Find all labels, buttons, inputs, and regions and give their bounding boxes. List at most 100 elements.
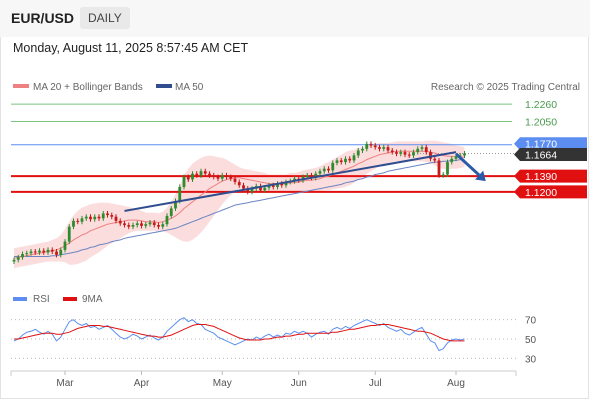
candle-body — [46, 249, 50, 253]
forecast-arrow-head — [475, 170, 486, 182]
level-label: 1.1390 — [525, 171, 557, 183]
period-badge[interactable]: DAILY — [80, 7, 130, 29]
candle-body — [314, 173, 318, 178]
candle-body — [344, 158, 347, 163]
candle-body — [386, 147, 390, 151]
candle-body — [233, 178, 237, 182]
candle-body — [250, 188, 254, 192]
candle-body — [165, 215, 169, 225]
candle-body — [246, 188, 250, 192]
candle-body — [84, 216, 88, 219]
candle-body — [174, 201, 177, 209]
time-tick-label: May — [213, 378, 232, 389]
candle-body — [106, 213, 109, 216]
candle-body — [395, 152, 398, 154]
candle-body — [263, 187, 267, 191]
candle-body — [59, 249, 63, 255]
candle-body — [259, 186, 262, 191]
candle-body — [203, 171, 207, 174]
candle-body — [365, 143, 369, 149]
candle-body — [276, 183, 279, 187]
candle-body — [433, 158, 437, 161]
level-tag — [514, 137, 587, 151]
rsi-line — [13, 317, 465, 352]
ma50-line — [14, 159, 465, 257]
rsi-tick-label: 70 — [525, 316, 537, 327]
instrument-title: EUR/USD — [11, 10, 75, 26]
candle-body — [284, 181, 288, 186]
candle-body — [123, 223, 126, 226]
candle-body — [80, 218, 84, 222]
candle-body — [229, 176, 233, 179]
candle-body — [361, 148, 364, 151]
level-label: 1.1664 — [525, 149, 557, 161]
candle-body — [33, 251, 37, 253]
candle-body — [271, 185, 275, 187]
time-tick-label: Apr — [134, 378, 150, 389]
level-label: 1.1770 — [525, 139, 557, 151]
candle-body — [157, 225, 160, 227]
candle-body — [335, 160, 339, 163]
candle-body — [191, 173, 194, 180]
level-tag — [514, 147, 587, 161]
candle-body — [310, 175, 313, 178]
ma20-legend-label: MA 20 + Bollinger Bands — [33, 82, 143, 93]
candle-body — [348, 158, 352, 161]
candle-body — [97, 216, 101, 219]
candle-body — [369, 143, 373, 146]
time-tick-label: Mar — [56, 378, 74, 389]
candle-body — [63, 241, 67, 250]
rsi-legend-label: RSI — [33, 294, 50, 305]
bollinger-band — [14, 140, 465, 269]
timestamp: Monday, August 11, 2025 8:57:45 AM CET — [13, 41, 249, 55]
header-bar: EUR/USD DAILY — [0, 0, 590, 37]
candle-body — [407, 154, 411, 156]
candle-body — [140, 223, 143, 226]
rsi-tick-label: 50 — [525, 335, 537, 346]
level-label: 1.2050 — [525, 117, 557, 129]
candle-body — [280, 183, 284, 186]
candle-body — [195, 173, 199, 176]
candle-body — [331, 162, 335, 171]
candle-body — [352, 155, 356, 161]
candle-body — [454, 156, 458, 159]
candle-body — [450, 158, 454, 163]
level-tag — [514, 169, 587, 183]
candle-body — [441, 174, 445, 176]
candle-body — [424, 147, 428, 153]
candle-body — [339, 160, 343, 163]
candle-body — [114, 216, 118, 221]
level-label: 1.1200 — [525, 187, 557, 199]
candle-body — [101, 213, 105, 219]
time-tick-label: Jun — [291, 378, 307, 389]
rsi-panel: 70 50 30 — [11, 316, 537, 365]
candle-body — [216, 176, 220, 179]
candle-body — [76, 220, 80, 222]
candle-body — [437, 160, 441, 176]
candle-body — [237, 181, 241, 186]
candle-body — [169, 208, 173, 216]
candle-body — [55, 251, 58, 255]
candle-body — [12, 259, 16, 262]
candle-body — [318, 171, 322, 174]
candle-body — [135, 223, 139, 226]
candle-body — [182, 176, 186, 187]
time-axis: Mar Apr May Jun Jul Aug — [10, 370, 517, 389]
candle-body — [42, 250, 46, 253]
ma50-legend-label: MA 50 — [175, 82, 204, 93]
level-label: 1.2260 — [525, 99, 557, 111]
candle-body — [186, 176, 190, 180]
candle-body — [148, 222, 152, 225]
level-tag — [514, 185, 587, 199]
candle-body — [131, 225, 135, 227]
candle-body — [93, 216, 97, 220]
candle-body — [225, 175, 228, 177]
ma50-legend-swatch — [156, 84, 172, 88]
price-plot-area — [11, 103, 516, 269]
candle-body — [72, 220, 75, 227]
candle-body — [382, 147, 386, 149]
candle-body — [267, 185, 271, 188]
candle-body — [356, 150, 360, 156]
